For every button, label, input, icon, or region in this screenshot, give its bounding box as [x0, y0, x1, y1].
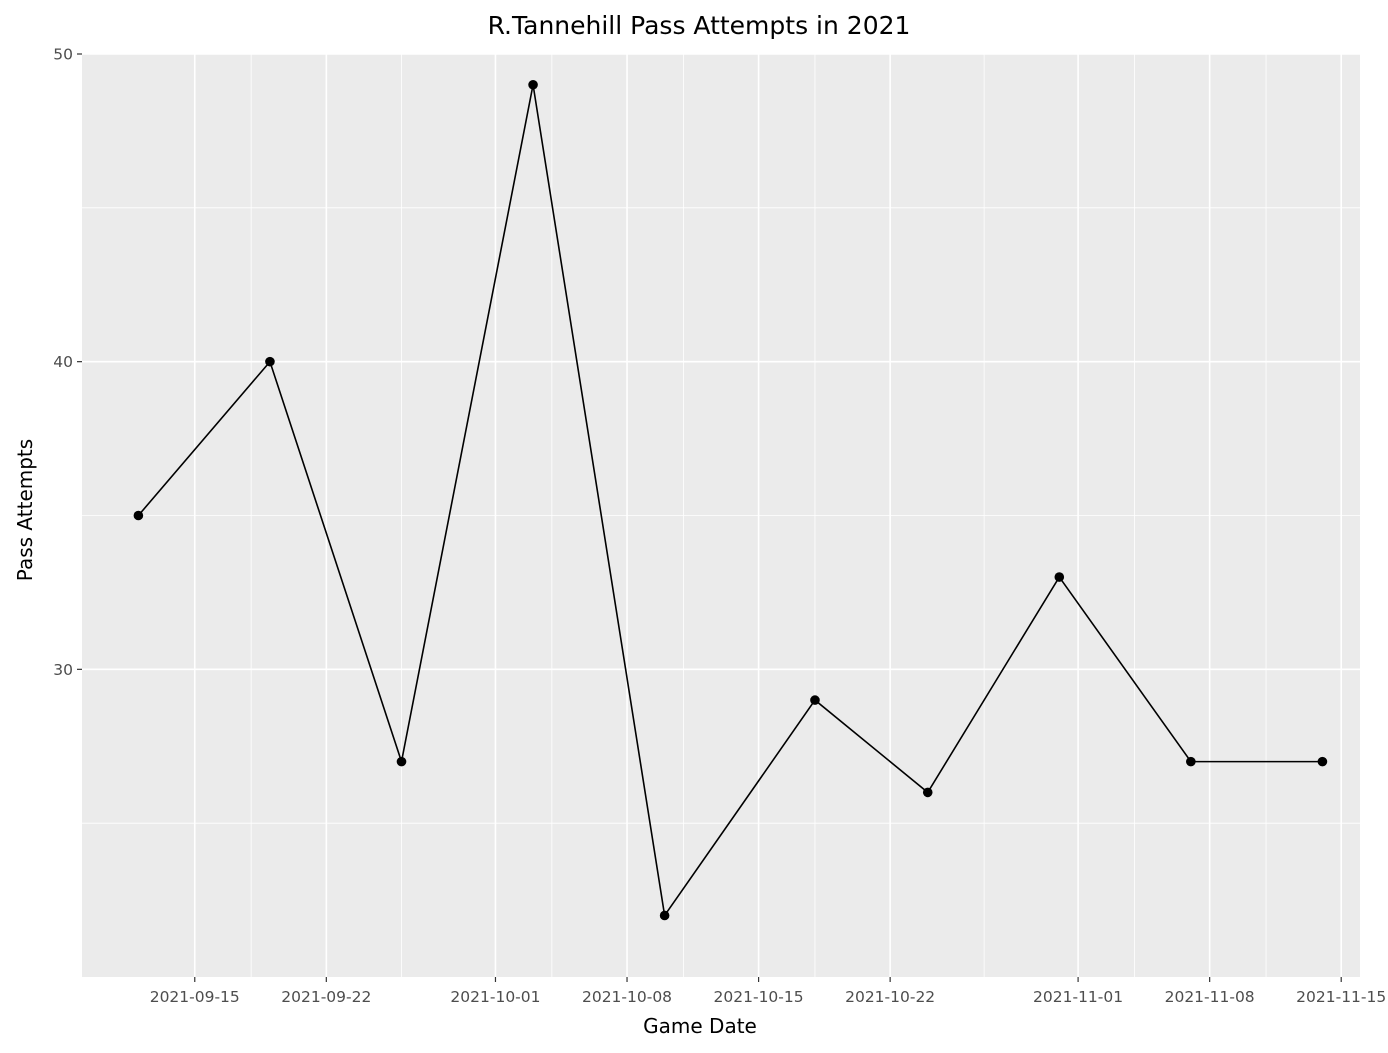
- major-gridlines-x: [193, 54, 1343, 977]
- x-tick-label: 2021-10-08: [582, 988, 672, 1006]
- minor-gridlines-y: [82, 207, 1360, 824]
- data-point: [1186, 756, 1196, 767]
- x-tick-label: 2021-11-15: [1296, 988, 1386, 1006]
- data-point: [265, 356, 275, 367]
- major-gridlines-y: [82, 53, 1360, 671]
- series-line: [137, 84, 1323, 918]
- x-axis-label: Game Date: [643, 1014, 757, 1038]
- chart-title: R.Tannehill Pass Attempts in 2021: [488, 11, 911, 40]
- y-tick-label: 40: [53, 353, 73, 371]
- x-tick-label: 2021-11-08: [1165, 988, 1255, 1006]
- y-axis-ticks: 30 40 50: [53, 46, 82, 679]
- y-tick-label: 30: [53, 661, 73, 679]
- data-point: [1317, 756, 1328, 767]
- y-axis-label: Pass Attempts: [13, 439, 37, 581]
- x-tick-label: 2021-10-01: [450, 988, 540, 1006]
- x-tick-label: 2021-10-22: [845, 988, 935, 1006]
- data-point: [922, 787, 933, 798]
- y-tick-label: 50: [53, 46, 73, 64]
- x-axis-ticks: 2021-09-15 2021-09-22 2021-10-01 2021-10-08…: [150, 977, 1386, 1006]
- x-tick-label: 2021-09-22: [281, 988, 371, 1006]
- data-points: [133, 79, 1328, 921]
- data-point: [396, 756, 407, 767]
- x-tick-label: 2021-10-15: [714, 988, 804, 1006]
- x-tick-label: 2021-09-15: [150, 988, 240, 1006]
- data-point: [659, 910, 670, 921]
- x-tick-label: 2021-11-01: [1033, 988, 1123, 1006]
- data-point: [528, 79, 538, 90]
- data-point: [133, 510, 144, 521]
- data-point: [810, 695, 820, 705]
- data-point: [1054, 572, 1065, 582]
